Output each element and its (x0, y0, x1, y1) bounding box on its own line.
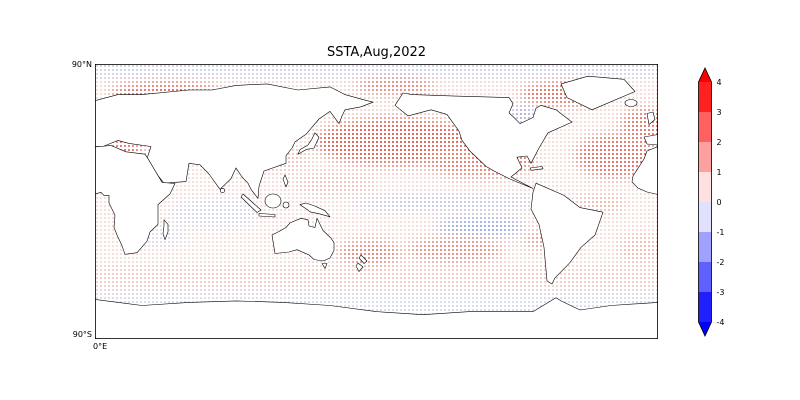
landmass-africa (95, 145, 176, 255)
landmass-java (258, 213, 276, 218)
map-plot (95, 64, 658, 339)
colorbar-segment (698, 202, 712, 232)
landmass-greenland (560, 75, 636, 111)
colorbar-tick-label: 1 (717, 168, 722, 177)
landmass-sri-lanka (220, 188, 226, 194)
landmass-sumatra (240, 193, 262, 213)
y-axis-label-top: 90°N (71, 60, 92, 69)
landmass-antarctica (95, 297, 658, 339)
colorbar-tick-label: -1 (717, 228, 725, 237)
colorbar-segment (698, 262, 712, 292)
anomaly-region (338, 240, 402, 266)
landmass-philippines (282, 174, 289, 188)
colorbar-tick-label: 2 (717, 138, 722, 147)
landmass-japan (297, 132, 320, 155)
colorbar-segment (698, 232, 712, 262)
colorbar-segment (698, 142, 712, 172)
y-axis-label-bottom: 90°S (72, 330, 92, 339)
colorbar-tick-label: -3 (717, 288, 725, 297)
colorbar-tick-label: 0 (717, 198, 722, 207)
colorbar-tick-label: 3 (717, 108, 722, 117)
colorbar-segment (698, 172, 712, 202)
anomaly-region (513, 105, 533, 123)
anomaly-region (575, 196, 625, 212)
anomaly-region (618, 235, 658, 263)
landmass-north-america (394, 92, 573, 189)
colorbar-tick-label: 4 (717, 78, 722, 87)
landmass-south-america (530, 182, 604, 285)
chart-title: SSTA,Aug,2022 (326, 45, 427, 60)
anomaly-region (95, 267, 658, 293)
x-axis-label-origin: 0°E (93, 342, 108, 351)
colorbar-segment (698, 82, 712, 112)
anomaly-region (575, 134, 655, 178)
landmass-eurasia (95, 83, 374, 199)
colorbar-outline (698, 67, 712, 337)
colorbar-over-arrow (698, 68, 712, 82)
landmass-cuba (529, 166, 544, 171)
landmass-tasmania (321, 263, 328, 269)
landmass-new-guinea (299, 202, 331, 218)
world-map-svg (95, 64, 658, 339)
continents (95, 75, 658, 339)
anomaly-region (435, 216, 525, 238)
landmass-iceland (624, 99, 638, 107)
landmass-uk (646, 111, 656, 125)
landmass-new-zealand-south (355, 262, 364, 272)
landmass-sulawesi (282, 201, 290, 209)
landmass-australia (271, 218, 335, 262)
colorbar-tick-label: -2 (717, 258, 725, 267)
colorbar-segment (698, 292, 712, 322)
anomaly-region (350, 196, 540, 210)
anomaly-region (355, 78, 435, 94)
colorbar: 4 3 2 1 0 -1 -2 -3 -4 (698, 67, 725, 337)
anomaly-region (407, 237, 503, 263)
axes-frame (95, 64, 658, 339)
anomaly-region (170, 200, 260, 228)
colorbar-tick-label: -4 (717, 318, 725, 327)
anomaly-region (95, 64, 658, 77)
landmass-new-zealand-north (358, 254, 368, 264)
landmass-borneo (264, 193, 282, 209)
landmass-madagascar (162, 219, 169, 240)
colorbar-segment (698, 112, 712, 142)
landmass-iberia (643, 134, 658, 146)
colorbar-under-arrow (698, 322, 712, 336)
anomaly-region (295, 174, 375, 194)
landmass-west-africa-bulge (631, 146, 658, 195)
